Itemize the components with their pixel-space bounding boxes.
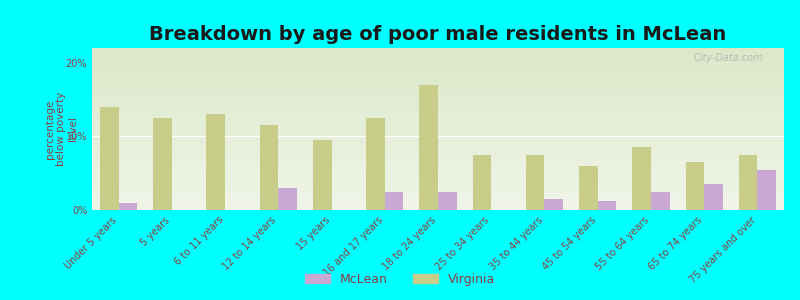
Bar: [632, 147, 651, 210]
Bar: [313, 140, 331, 210]
Bar: [598, 201, 616, 210]
Text: City-Data.com: City-Data.com: [694, 53, 763, 63]
Bar: [385, 192, 403, 210]
Bar: [758, 169, 776, 210]
Bar: [278, 188, 297, 210]
Bar: [438, 192, 457, 210]
Bar: [100, 107, 118, 210]
Bar: [419, 85, 438, 210]
Bar: [704, 184, 722, 210]
Title: Breakdown by age of poor male residents in McLean: Breakdown by age of poor male residents …: [150, 25, 726, 44]
Bar: [686, 162, 704, 210]
Bar: [526, 155, 545, 210]
Bar: [154, 118, 172, 210]
Legend: McLean, Virginia: McLean, Virginia: [300, 268, 500, 291]
Bar: [473, 155, 491, 210]
Bar: [579, 166, 598, 210]
Y-axis label: percentage
below poverty
level: percentage below poverty level: [45, 92, 78, 166]
Bar: [206, 114, 225, 210]
Bar: [545, 199, 563, 210]
Bar: [260, 125, 278, 210]
Bar: [366, 118, 385, 210]
Bar: [651, 192, 670, 210]
Bar: [738, 155, 758, 210]
Bar: [118, 202, 138, 210]
